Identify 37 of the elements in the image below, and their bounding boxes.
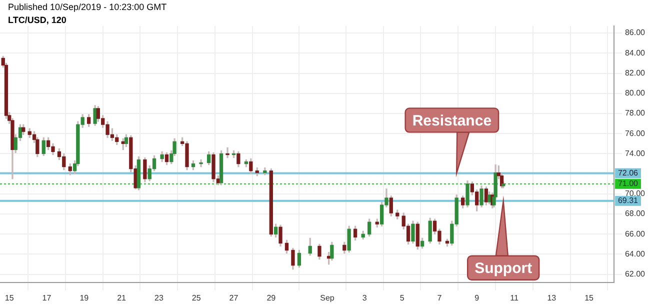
y-tick-label: 74.00 (624, 148, 646, 158)
x-tick-label: 29 (266, 293, 276, 302)
chart-subtitle: Published 10/Sep/2019 - 10:23:00 GMT (8, 2, 168, 12)
x-tick-label: 9 (474, 293, 480, 302)
x-tick-label: 21 (117, 293, 127, 302)
y-tick-label: 86.00 (624, 28, 646, 38)
x-tick-label: 17 (42, 293, 52, 302)
ref-line-label: 71.00 (618, 179, 639, 188)
x-tick-label: 27 (229, 293, 239, 302)
x-tick-label: 3 (362, 293, 368, 302)
x-tick-label: Sep (320, 293, 335, 302)
y-tick-label: 78.00 (624, 108, 646, 118)
x-tick-label: 23 (154, 293, 164, 302)
ref-line-label: 69.31 (618, 196, 639, 206)
y-tick-label: 84.00 (624, 48, 646, 58)
x-tick-label: 15 (584, 293, 594, 302)
ref-line-label: 72.06 (618, 168, 639, 178)
candlestick (226, 147, 230, 158)
y-tick-label: 80.00 (624, 88, 646, 98)
y-tick-label: 70.00 (624, 189, 646, 198)
x-tick-label: 11 (510, 293, 519, 302)
x-tick-label: 5 (400, 293, 405, 302)
x-tick-label: 25 (192, 293, 202, 302)
y-tick-label: 82.00 (624, 68, 646, 78)
x-tick-label: 19 (80, 293, 90, 302)
annotation: Resistance (412, 112, 492, 130)
candlestick (199, 159, 203, 168)
y-tick-label: 76.00 (624, 128, 646, 138)
annotation: Support (474, 260, 532, 277)
x-tick-label: 15 (4, 293, 14, 302)
y-tick-label: 64.00 (624, 249, 646, 258)
x-tick-label: 7 (437, 293, 442, 302)
y-tick-label: 68.00 (624, 209, 646, 218)
chart-title: LTC/USD, 120 (8, 14, 66, 25)
x-tick-label: 13 (547, 293, 557, 302)
y-tick-label: 62.00 (624, 270, 646, 279)
y-tick-label: 66.00 (624, 229, 646, 238)
